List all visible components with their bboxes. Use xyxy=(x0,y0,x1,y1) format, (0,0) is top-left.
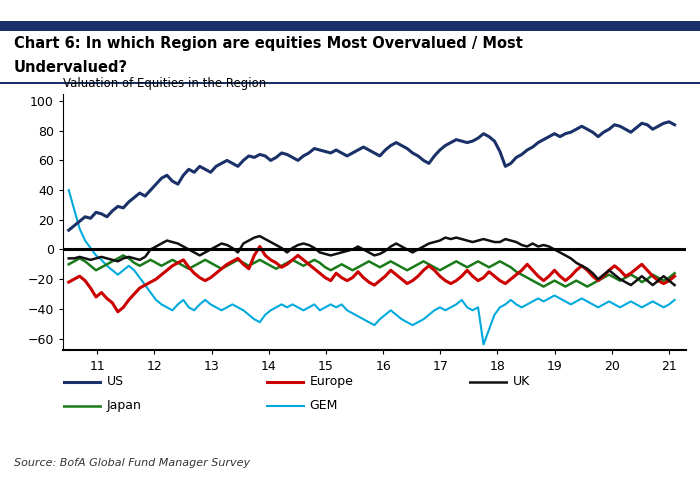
Text: US: US xyxy=(106,375,123,388)
Text: Chart 6: In which Region are equities Most Overvalued / Most: Chart 6: In which Region are equities Mo… xyxy=(14,36,523,51)
Text: Valuation of Equities in the Region: Valuation of Equities in the Region xyxy=(63,77,266,90)
Text: UK: UK xyxy=(512,375,530,388)
Text: Source: BofA Global Fund Manager Survey: Source: BofA Global Fund Manager Survey xyxy=(14,458,250,468)
Text: GEM: GEM xyxy=(309,399,338,412)
Text: Europe: Europe xyxy=(309,375,354,388)
Text: Undervalued?: Undervalued? xyxy=(14,60,128,75)
Text: Japan: Japan xyxy=(106,399,141,412)
